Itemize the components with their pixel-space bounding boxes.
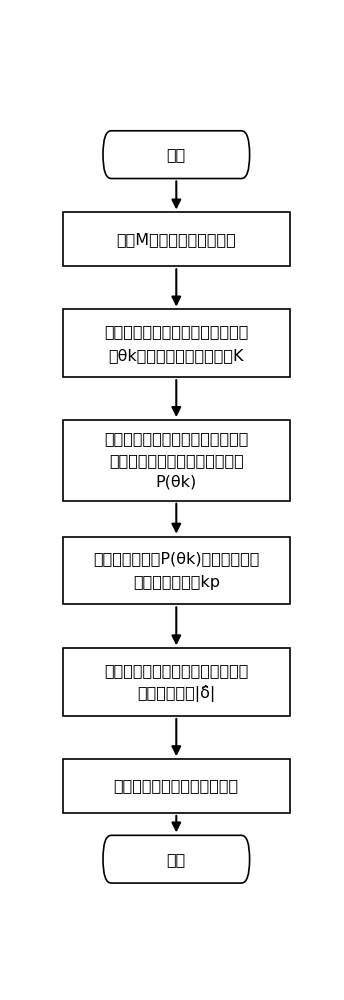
Text: P(θk): P(θk) (156, 475, 197, 490)
Bar (63, 212, 290, 266)
FancyBboxPatch shape (103, 835, 250, 883)
Text: 波束扫描角所对应的波束功率谱: 波束扫描角所对应的波束功率谱 (109, 453, 244, 468)
Text: 结束: 结束 (167, 852, 186, 867)
Bar (63, 420, 290, 501)
Bar (63, 537, 290, 604)
Text: 的预引导波束号kp: 的预引导波束号kp (133, 575, 220, 590)
Text: 获取M个通道阵元数据序列: 获取M个通道阵元数据序列 (116, 232, 236, 247)
FancyBboxPatch shape (103, 131, 250, 179)
Bar (63, 309, 290, 377)
Text: 产生频域波束形成并计算各预引导: 产生频域波束形成并计算各预引导 (104, 431, 248, 446)
Text: 利用二分数值求解法求解信号来波: 利用二分数值求解法求解信号来波 (104, 663, 248, 678)
Text: 估计远场窄带信号的来波方向: 估计远场窄带信号的来波方向 (114, 779, 239, 794)
Text: 方向相对偏差|δ̂|: 方向相对偏差|δ̂| (137, 685, 215, 702)
Text: 角θk和总的预引导波束个数K: 角θk和总的预引导波束个数K (109, 348, 244, 363)
Text: 计算等余弦间隔的预引导波束扫描: 计算等余弦间隔的预引导波束扫描 (104, 324, 248, 339)
Text: 开始: 开始 (167, 147, 186, 162)
Bar (63, 759, 290, 813)
Bar (63, 648, 290, 716)
Text: 搜索波束功率谱P(θk)最大值所对应: 搜索波束功率谱P(θk)最大值所对应 (93, 551, 259, 566)
